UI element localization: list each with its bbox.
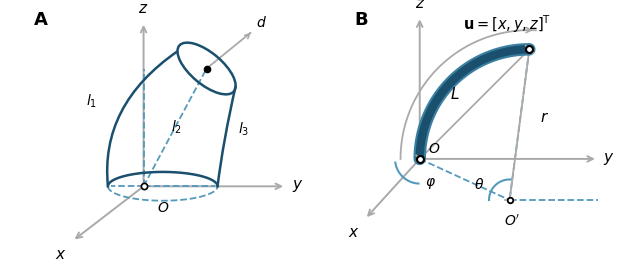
Text: $l_1$: $l_1$ <box>86 92 97 110</box>
Text: $\theta$: $\theta$ <box>474 177 484 192</box>
Text: $\varphi$: $\varphi$ <box>425 176 436 191</box>
Text: A: A <box>34 11 48 29</box>
Text: $L$: $L$ <box>450 86 460 102</box>
Text: B: B <box>354 11 367 29</box>
Text: $x$: $x$ <box>55 247 67 262</box>
Text: $r$: $r$ <box>540 110 549 125</box>
Text: $y$: $y$ <box>604 151 615 167</box>
Text: $\mathbf{u}{=}[x,y,z]^\mathrm{T}$: $\mathbf{u}{=}[x,y,z]^\mathrm{T}$ <box>463 14 552 35</box>
Text: $y$: $y$ <box>292 178 303 194</box>
Text: $z$: $z$ <box>138 1 148 16</box>
Text: $d$: $d$ <box>256 15 267 30</box>
Text: $O$: $O$ <box>428 142 440 156</box>
Text: $z$: $z$ <box>415 0 425 11</box>
Text: $x$: $x$ <box>348 225 360 240</box>
Text: $l_3$: $l_3$ <box>239 120 250 138</box>
Text: $l_2$: $l_2$ <box>171 119 182 136</box>
Text: $O$: $O$ <box>157 201 170 215</box>
Text: $O'$: $O'$ <box>504 214 520 229</box>
